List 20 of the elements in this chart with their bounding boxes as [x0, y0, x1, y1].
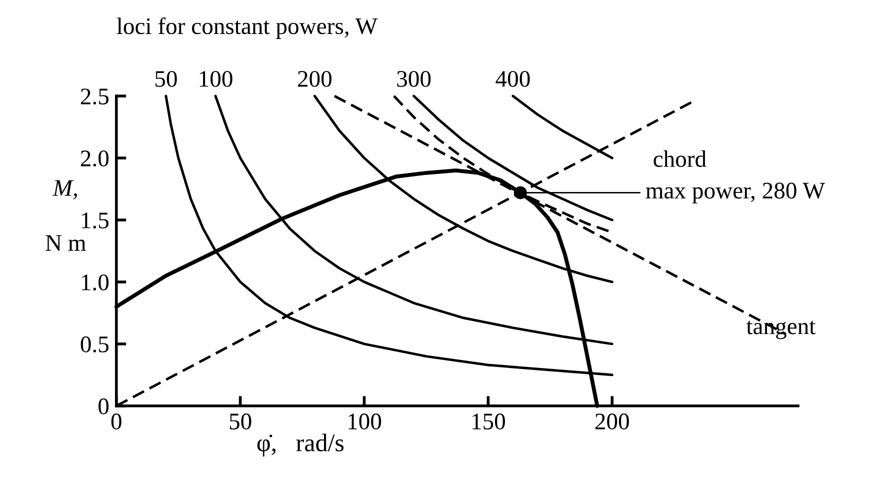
y-tick-label: 2.0	[80, 150, 109, 167]
annotation: max power, 280 W	[646, 182, 825, 204]
series-label: 50	[156, 70, 177, 87]
series-label: 100	[200, 70, 232, 87]
x-tick-label: 150	[472, 414, 505, 430]
y-tick-label: 1.0	[82, 274, 109, 290]
annotation: tangent	[746, 320, 816, 340]
chart-title: loci for constant powers, W	[116, 17, 378, 39]
x-tick-label: 0	[111, 414, 122, 430]
y-tick-label: 2.5	[80, 88, 109, 105]
x-tick-label: 100	[348, 414, 382, 430]
series-label: 400	[496, 70, 530, 87]
series-label: 200	[298, 70, 332, 87]
x-tick-label: 50	[230, 414, 252, 430]
y-tick-label: 0	[98, 398, 109, 414]
series-label: 300	[397, 70, 431, 87]
x-axis-title: φ̇, rad/s	[257, 434, 344, 456]
annotation: chord	[654, 150, 706, 168]
y-tick-label: 0.5	[80, 336, 109, 352]
x-tick-label: 200	[595, 414, 629, 430]
